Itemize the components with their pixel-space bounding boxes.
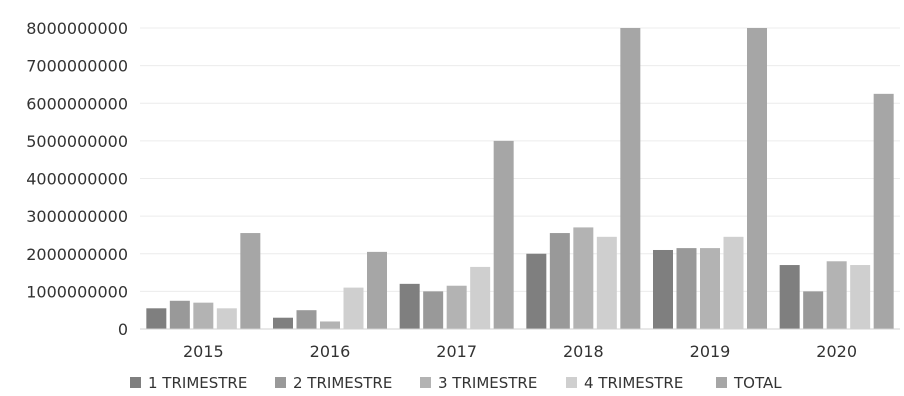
legend-item: TOTAL (716, 374, 782, 392)
bar (423, 291, 444, 329)
y-tick-label: 4000000000 (26, 170, 128, 189)
x-tick-label: 2017 (436, 342, 477, 361)
y-tick-label: 1000000000 (26, 282, 128, 301)
bar (573, 227, 594, 329)
bar (320, 321, 340, 329)
bar (779, 265, 800, 329)
x-tick-label: 2016 (310, 342, 351, 361)
x-tick-label: 2018 (563, 342, 604, 361)
x-axis: 2015 2016 2017 2018 2019 2020 (140, 328, 900, 361)
legend-item: 4 TRIMESTRE (566, 374, 683, 392)
legend-item: 1 TRIMESTRE (130, 374, 247, 392)
gridlines (140, 27, 900, 292)
bars (146, 28, 894, 329)
bar (343, 287, 364, 329)
bar (700, 248, 720, 329)
y-axis-tick-labels: 0 1000000000 2000000000 3000000000 400000000… (26, 19, 128, 339)
legend-swatch (716, 377, 727, 388)
legend-swatch (130, 377, 141, 388)
bar (240, 233, 261, 329)
bar-group-2018 (526, 28, 641, 329)
bar (653, 249, 673, 329)
bar (493, 140, 514, 329)
legend-label: TOTAL (733, 374, 782, 392)
legend-swatch (566, 377, 577, 388)
bar (676, 248, 697, 329)
bar (273, 317, 293, 329)
bar (296, 310, 317, 329)
bar (146, 308, 167, 329)
bar (169, 300, 190, 329)
bar (723, 236, 744, 329)
y-tick-label: 8000000000 (26, 19, 128, 38)
x-tick-label: 2019 (690, 342, 731, 361)
bar-group-2016 (273, 251, 387, 329)
bar-group-2019 (653, 28, 767, 329)
legend-label: 2 TRIMESTRE (293, 374, 392, 392)
bar (850, 265, 871, 329)
bar-group-2017 (399, 140, 514, 329)
x-tick-label: 2020 (816, 342, 857, 361)
bar (216, 308, 237, 329)
bar (747, 28, 767, 329)
bar (193, 302, 214, 329)
y-tick-label: 3000000000 (26, 207, 128, 226)
y-tick-label: 2000000000 (26, 245, 128, 264)
bar (620, 28, 641, 329)
y-tick-label: 0 (118, 320, 128, 339)
x-tick-label: 2015 (183, 342, 224, 361)
bar (803, 291, 824, 329)
y-tick-label: 5000000000 (26, 132, 128, 151)
bar (399, 283, 420, 329)
bar (549, 233, 570, 329)
bar (596, 236, 617, 329)
bar (446, 285, 467, 329)
legend-item: 2 TRIMESTRE (275, 374, 392, 392)
bar (826, 261, 847, 329)
bar (873, 93, 894, 329)
legend-label: 3 TRIMESTRE (438, 374, 537, 392)
legend: 1 TRIMESTRE 2 TRIMESTRE 3 TRIMESTRE 4 TRIME… (130, 374, 782, 392)
legend-swatch (420, 377, 431, 388)
legend-swatch (275, 377, 286, 388)
legend-label: 1 TRIMESTRE (148, 374, 247, 392)
bar-group-2015 (146, 233, 261, 329)
bar-group-2020 (779, 93, 894, 329)
legend-item: 3 TRIMESTRE (420, 374, 537, 392)
bar (367, 251, 387, 329)
y-tick-label: 6000000000 (26, 94, 128, 113)
legend-label: 4 TRIMESTRE (584, 374, 683, 392)
y-tick-label: 7000000000 (26, 57, 128, 76)
bar (526, 253, 547, 329)
bar (470, 266, 491, 329)
